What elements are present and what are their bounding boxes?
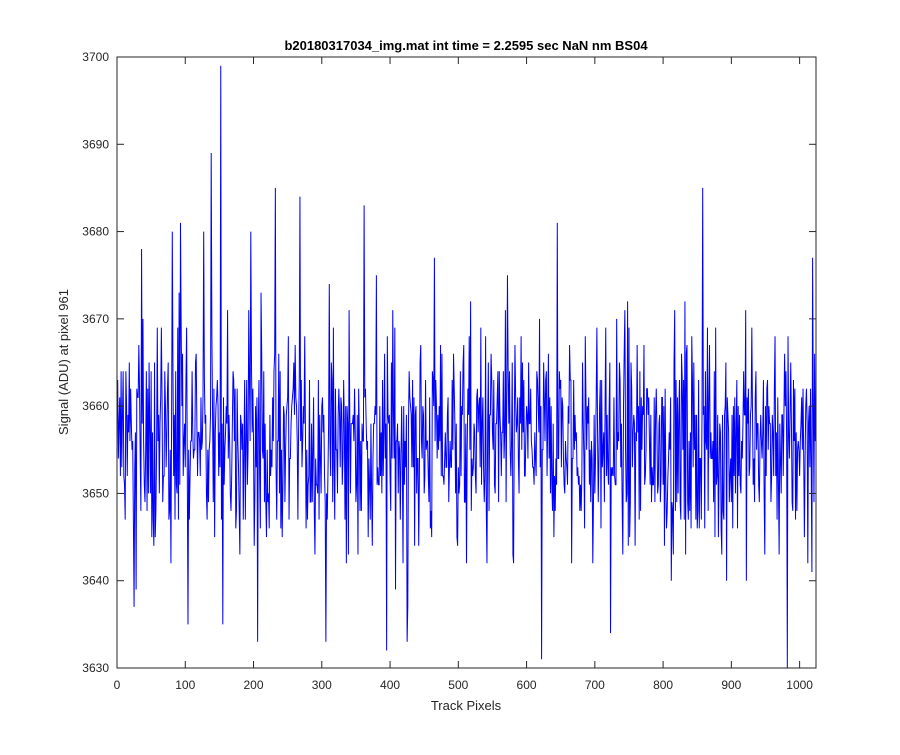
x-tick-label: 200 xyxy=(244,678,264,692)
y-tick-label: 3690 xyxy=(82,137,109,151)
y-tick-label: 3700 xyxy=(82,50,109,64)
x-tick-label: 300 xyxy=(312,678,332,692)
x-tick-label: 700 xyxy=(585,678,605,692)
y-tick-label: 3650 xyxy=(82,486,109,500)
y-tick-label: 3660 xyxy=(82,399,109,413)
chart-title: b20180317034_img.mat int time = 2.2595 s… xyxy=(284,38,648,53)
series-layer xyxy=(117,65,817,669)
y-tick-label: 3670 xyxy=(82,312,109,326)
series-line xyxy=(117,65,817,669)
x-axis-title: Track Pixels xyxy=(431,698,502,713)
plot-area xyxy=(117,57,816,668)
x-tick-label: 500 xyxy=(448,678,468,692)
y-tick-label: 3630 xyxy=(82,661,109,675)
y-tick-label: 3680 xyxy=(82,225,109,239)
y-axis-title: Signal (ADU) at pixel 961 xyxy=(56,289,71,435)
x-tick-label: 800 xyxy=(653,678,673,692)
x-tick-label: 900 xyxy=(721,678,741,692)
x-tick-label: 0 xyxy=(114,678,121,692)
x-tick-label: 100 xyxy=(175,678,195,692)
y-ticks: 3630 3640 3650 3660 3670 3680 3690 3700 xyxy=(82,50,816,675)
x-tick-label: 600 xyxy=(517,678,537,692)
axes-box xyxy=(116,56,817,669)
y-tick-label: 3640 xyxy=(82,574,109,588)
x-tick-label: 1000 xyxy=(786,678,813,692)
x-tick-label: 400 xyxy=(380,678,400,692)
x-ticks: 0 100 200 300 400 500 600 700 800 900 1000 xyxy=(114,57,813,692)
